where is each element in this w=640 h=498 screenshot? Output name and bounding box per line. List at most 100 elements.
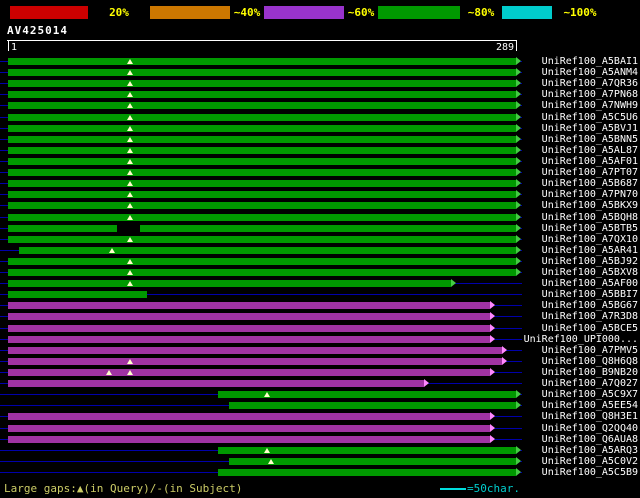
query-gap-marker-icon <box>126 81 133 87</box>
hit-label[interactable]: UniRef100_A7Q027 <box>541 378 638 389</box>
scale-legend: =50char. <box>440 482 520 495</box>
hit-label[interactable]: UniRef100_A5C5B9 <box>541 466 638 478</box>
hit-label[interactable]: UniRef100_A5BAI1 <box>541 56 638 67</box>
alignment-bar[interactable] <box>8 346 502 354</box>
alignment-bar[interactable] <box>217 468 516 476</box>
hit-label[interactable]: UniRef100_A5C5U6 <box>541 111 638 123</box>
query-gap-marker-icon <box>126 214 133 220</box>
alignment-bar[interactable] <box>8 180 516 188</box>
hit-label[interactable]: UniRef100_Q2QQ40 <box>541 422 638 434</box>
hit-label[interactable]: UniRef100_A7PN68 <box>541 89 638 101</box>
alignment-bar[interactable] <box>8 202 516 210</box>
alignment-bar[interactable] <box>8 224 516 232</box>
hit-label[interactable]: UniRef100_A5BNN5 <box>541 133 638 145</box>
alignment-row <box>0 356 640 367</box>
alignment-bar[interactable] <box>8 357 502 365</box>
alignment-bar[interactable] <box>8 368 490 376</box>
alignment-bar[interactable] <box>228 457 516 465</box>
bar-arrowhead-icon <box>516 234 521 243</box>
hit-label[interactable]: UniRef100_A5BJ92 <box>541 255 638 267</box>
hit-label[interactable]: UniRef100_A5AF01 <box>541 155 638 167</box>
alignment-bar[interactable] <box>8 280 451 288</box>
alignment-bar[interactable] <box>217 391 516 399</box>
hit-label[interactable]: UniRef100_A5BBI7 <box>541 289 638 301</box>
hit-label[interactable]: UniRef100_A7PN70 <box>541 189 638 201</box>
hit-label[interactable]: UniRef100_Q8H6Q8 <box>541 355 638 367</box>
query-gap-marker-icon <box>126 369 133 375</box>
hit-label[interactable]: UniRef100_A5B687 <box>541 178 638 190</box>
hit-label[interactable]: UniRef100_A5AR41 <box>541 244 638 256</box>
bar-arrowhead-icon <box>516 201 521 210</box>
alignment-bar[interactable] <box>8 269 516 276</box>
gap-legend-text: Large gaps:▲(in Query)/-(in Subject) <box>4 482 243 495</box>
alignment-bar[interactable] <box>8 213 516 221</box>
alignment-bar[interactable] <box>8 335 490 343</box>
hit-label[interactable]: UniRef100_A5AL87 <box>541 144 638 156</box>
alignment-bar[interactable] <box>8 69 516 77</box>
alignment-bar[interactable] <box>217 446 516 454</box>
scale-color-segment <box>264 6 344 19</box>
hit-label[interactable]: UniRef100_Q6AUA8 <box>541 433 638 445</box>
hit-label[interactable]: UniRef100_UPI000... <box>523 333 638 345</box>
alignment-bar[interactable] <box>8 102 516 110</box>
alignment-bar[interactable] <box>228 402 516 410</box>
hit-label[interactable]: UniRef100_A5AF00 <box>541 278 638 290</box>
alignment-bar[interactable] <box>8 257 516 265</box>
hit-label[interactable]: UniRef100_A5C0V2 <box>541 455 638 467</box>
alignment-bar[interactable] <box>8 191 516 199</box>
alignment-bar[interactable] <box>8 169 516 177</box>
hit-label[interactable]: UniRef100_A5BG67 <box>541 300 638 312</box>
query-title: AV425014 <box>7 24 68 37</box>
hit-label[interactable]: UniRef100_A5C9X7 <box>541 389 638 401</box>
query-gap-marker-icon <box>126 59 133 64</box>
alignment-bar[interactable] <box>8 380 425 387</box>
alignment-bar[interactable] <box>8 424 490 432</box>
hit-label[interactable]: UniRef100_A5ANM4 <box>541 67 638 79</box>
hit-label[interactable]: UniRef100_A5BTB5 <box>541 222 638 234</box>
alignment-bar[interactable] <box>8 124 516 132</box>
alignment-bar[interactable] <box>8 80 516 88</box>
alignment-row <box>0 434 640 445</box>
alignment-bar[interactable] <box>8 135 516 143</box>
ruler-tick-start <box>8 41 9 51</box>
bar-arrowhead-icon <box>516 123 521 132</box>
query-gap-marker-icon <box>126 114 133 120</box>
hit-label[interactable]: UniRef100_A7PMV5 <box>541 344 638 356</box>
alignment-bar[interactable] <box>8 302 490 310</box>
hit-label[interactable]: UniRef100_Q8H3E1 <box>541 411 638 423</box>
hit-label[interactable]: UniRef100_A5BVJ1 <box>541 122 638 134</box>
alignment-bar[interactable] <box>8 157 516 165</box>
status-bar: Large gaps:▲(in Query)/-(in Subject) =50… <box>0 481 640 498</box>
alignment-bar[interactable] <box>8 58 516 65</box>
alignment-bar[interactable] <box>8 291 148 299</box>
alignment-row <box>0 423 640 434</box>
alignment-bar[interactable] <box>8 91 516 99</box>
alignment-bar[interactable] <box>8 413 490 421</box>
bar-arrowhead-icon <box>516 179 521 188</box>
hit-label[interactable]: UniRef100_A7NWH9 <box>541 100 638 112</box>
alignment-bar[interactable] <box>18 246 516 254</box>
alignment-bar[interactable] <box>8 313 490 321</box>
query-gap-marker-icon <box>126 270 133 275</box>
alignment-row <box>0 145 640 156</box>
alignment-bar[interactable] <box>8 324 490 332</box>
alignment-row <box>0 267 640 278</box>
alignment-bar[interactable] <box>8 146 516 154</box>
hit-label[interactable]: UniRef100_A5EE54 <box>541 400 638 412</box>
hit-label[interactable]: UniRef100_A5BQH8 <box>541 211 638 223</box>
alignment-row <box>0 456 640 467</box>
alignment-bar[interactable] <box>8 435 490 443</box>
hit-label[interactable]: UniRef100_B9NB20 <box>541 366 638 378</box>
hit-label[interactable]: UniRef100_A7R3D8 <box>541 311 638 323</box>
hit-label[interactable]: UniRef100_A5ARQ3 <box>541 444 638 456</box>
hit-label[interactable]: UniRef100_A5BCE5 <box>541 322 638 334</box>
alignment-bar[interactable] <box>8 113 516 121</box>
hit-label[interactable]: UniRef100_A7PT07 <box>541 167 638 179</box>
hit-label[interactable]: UniRef100_A5BXV8 <box>541 267 638 278</box>
alignment-bar[interactable] <box>8 235 516 243</box>
hit-label[interactable]: UniRef100_A5BKX9 <box>541 200 638 212</box>
alignment-row <box>0 345 640 356</box>
query-gap-marker-icon <box>126 203 133 209</box>
hit-label[interactable]: UniRef100_A7QR36 <box>541 78 638 90</box>
hit-label[interactable]: UniRef100_A7QX10 <box>541 233 638 245</box>
